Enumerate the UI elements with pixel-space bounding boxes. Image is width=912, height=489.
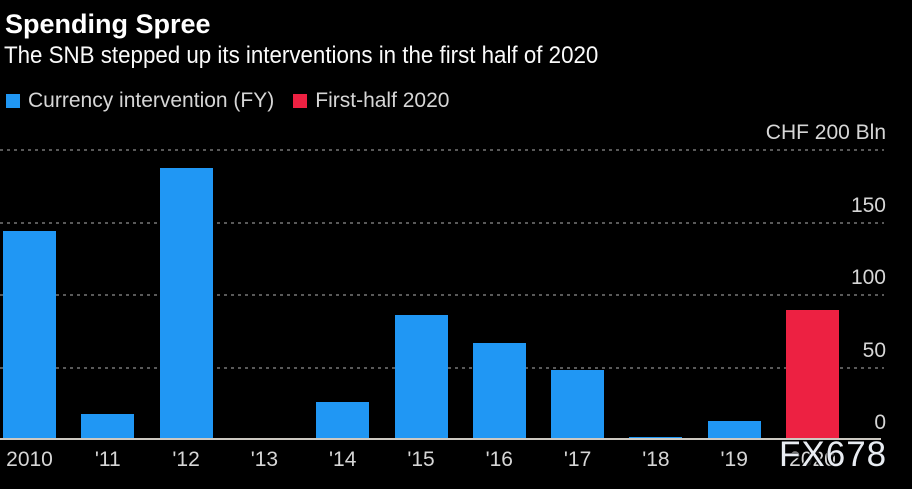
bar-19 <box>707 421 761 440</box>
chart-title: Spending Spree <box>5 9 211 39</box>
bar-2010 <box>3 231 56 440</box>
gridline-100 <box>0 294 884 297</box>
legend-item-h1: First-half 2020 <box>293 89 449 113</box>
y-tick-label-200: CHF 200 Bln <box>765 121 886 145</box>
y-tick-label-150: 150 <box>850 193 886 217</box>
x-tick-label-2020: 2020 <box>789 448 836 471</box>
x-tick-label-19: '19 <box>720 448 748 471</box>
bar-14 <box>316 402 370 440</box>
bar-12 <box>159 167 213 440</box>
bar-17 <box>551 370 605 440</box>
y-tick-label-100: 100 <box>850 266 886 290</box>
x-tick-label-14: '14 <box>329 448 357 471</box>
x-tick-label-16: '16 <box>485 448 513 471</box>
chart-subtitle: The SNB stepped up its interventions in … <box>4 42 599 69</box>
gridline-200 <box>0 149 884 152</box>
legend-swatch-red-icon <box>293 94 308 108</box>
x-tick-label-18: '18 <box>642 448 670 471</box>
legend-swatch-blue-icon <box>6 94 20 108</box>
legend-label-h1: First-half 2020 <box>315 89 450 112</box>
gridline-150 <box>0 221 884 224</box>
x-tick-label-17: '17 <box>563 448 592 471</box>
bar-2020 <box>786 309 839 440</box>
bar-11 <box>81 413 135 440</box>
bar-15 <box>394 315 448 440</box>
x-tick-label-2010: 2010 <box>6 448 53 471</box>
x-axis-line <box>0 438 881 440</box>
legend-item-fy: Currency intervention (FY) <box>6 89 274 113</box>
x-tick-label-11: '11 <box>94 448 121 471</box>
x-tick-label-13: '13 <box>250 448 279 471</box>
bar-16 <box>472 342 526 440</box>
x-tick-label-12: '12 <box>172 448 200 471</box>
x-tick-label-15: '15 <box>407 448 435 471</box>
legend: Currency intervention (FY) First-half 20… <box>6 89 449 113</box>
y-tick-label-0: 0 <box>874 411 886 434</box>
y-tick-label-50: 50 <box>862 338 886 362</box>
watermark: FX678 <box>779 435 888 474</box>
legend-label-fy: Currency intervention (FY) <box>28 89 275 112</box>
